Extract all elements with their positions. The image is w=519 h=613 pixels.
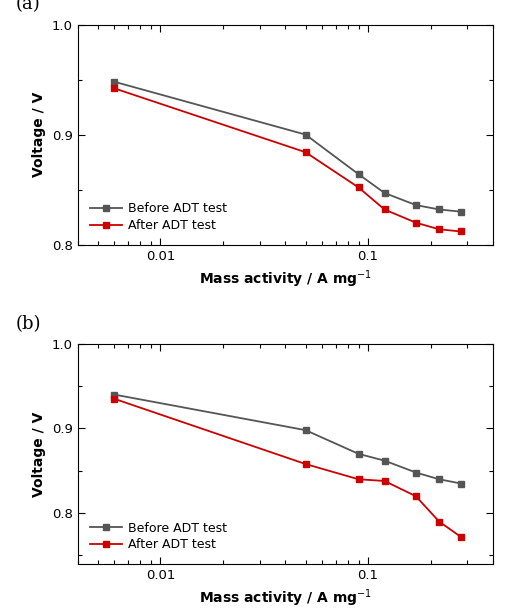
Y-axis label: Voltage / V: Voltage / V <box>32 92 46 177</box>
Before ADT test <box>303 131 309 139</box>
Before ADT test <box>303 427 309 434</box>
Before ADT test <box>458 480 464 487</box>
Line: Before ADT test: Before ADT test <box>111 78 464 215</box>
Before ADT test <box>436 206 442 213</box>
Before ADT test <box>111 78 117 85</box>
Text: (a): (a) <box>16 0 40 13</box>
After ADT test <box>356 184 362 191</box>
After ADT test <box>111 85 117 92</box>
After ADT test <box>111 395 117 403</box>
After ADT test <box>413 492 419 500</box>
After ADT test <box>381 206 388 213</box>
Before ADT test <box>356 450 362 457</box>
After ADT test <box>436 518 442 525</box>
Legend: Before ADT test, After ADT test: Before ADT test, After ADT test <box>84 196 233 238</box>
Before ADT test <box>413 469 419 476</box>
Before ADT test <box>458 208 464 215</box>
Line: Before ADT test: Before ADT test <box>111 392 464 487</box>
Before ADT test <box>436 476 442 483</box>
Before ADT test <box>413 202 419 209</box>
Legend: Before ADT test, After ADT test: Before ADT test, After ADT test <box>84 516 233 558</box>
After ADT test <box>381 478 388 485</box>
Line: After ADT test: After ADT test <box>111 396 464 540</box>
Before ADT test <box>111 391 117 398</box>
X-axis label: Mass activity / A mg$^{-1}$: Mass activity / A mg$^{-1}$ <box>199 268 372 290</box>
Before ADT test <box>381 457 388 464</box>
After ADT test <box>303 148 309 156</box>
Before ADT test <box>381 189 388 197</box>
Y-axis label: Voltage / V: Voltage / V <box>32 411 46 497</box>
After ADT test <box>436 226 442 233</box>
Text: (b): (b) <box>16 314 41 333</box>
X-axis label: Mass activity / A mg$^{-1}$: Mass activity / A mg$^{-1}$ <box>199 587 372 609</box>
Line: After ADT test: After ADT test <box>111 85 464 235</box>
After ADT test <box>413 219 419 226</box>
After ADT test <box>458 228 464 235</box>
After ADT test <box>458 533 464 541</box>
After ADT test <box>303 460 309 468</box>
After ADT test <box>356 476 362 483</box>
Before ADT test <box>356 170 362 178</box>
